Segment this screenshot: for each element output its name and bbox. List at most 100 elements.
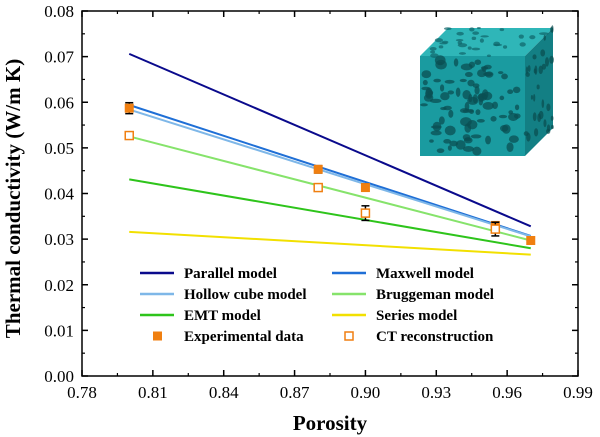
cube-top-pore [439,42,448,45]
cube-pore [447,90,455,95]
data-point-experimental-data [313,164,323,174]
legend-label-ct-reconstruction: CT reconstruction [376,329,494,345]
cube-pore [460,63,473,71]
cube-pore [501,73,508,80]
cube-side-pore [525,72,530,77]
cube-pore [463,137,472,142]
cube-pore [474,86,480,95]
y-tick-label: 0.05 [44,139,74,158]
data-point-experimental-data [124,103,134,113]
series-line-series-model [129,230,531,256]
legend-label-emt-model: EMT model [184,308,261,324]
cube-side-pore [546,124,551,132]
cube-pore [485,135,491,145]
cube-pore [421,70,432,79]
cube-pore [420,103,428,107]
cube-side-pore [546,103,551,112]
cube-pore [492,101,498,109]
legend-label-series-model: Series model [376,308,457,324]
cube-pore [475,109,481,116]
cube-pore [455,140,466,150]
cube-pore [433,78,441,83]
cube-side-pore [536,84,540,90]
cube-pore [476,118,485,123]
cube-pore [459,78,467,83]
cube-side-pore [540,49,546,57]
cube-side-pore [541,99,545,109]
legend-label-experimental-data: Experimental data [184,329,304,345]
x-tick-label: 0.90 [351,383,381,402]
cube-top-pore [493,43,503,47]
cube-pore [443,139,452,144]
x-tick-label: 0.93 [421,383,451,402]
cube-pore [462,109,474,113]
cube-pore [490,116,497,122]
cube-pore [430,130,442,136]
cube-pore [470,134,482,139]
porous-foam-cube-icon [420,25,554,156]
cube-pore [453,58,459,67]
cube-pore [444,79,455,84]
cube-top-pore [502,45,508,49]
cube-top-pore [429,47,437,51]
legend-label-hollow-cube-model: Hollow cube model [184,287,307,303]
series-line-emt-model [129,178,531,250]
cube-top-pore [430,53,439,58]
y-tick-label: 0.06 [44,93,74,112]
legend: Parallel model Maxwell model Hollow cube m… [140,266,494,345]
cube-pore [477,69,487,78]
cube-side-pore [533,94,536,102]
cube-top-pore [480,35,489,38]
cube-top-pore [443,27,452,30]
x-tick-label: 0.99 [563,383,593,402]
cube-pore [447,145,452,151]
x-tick-label: 0.81 [138,383,168,402]
legend-swatch-experimental-data [153,331,162,341]
cube-front-face [420,56,525,156]
y-tick-label: 0.01 [44,321,74,340]
cube-side-pore [532,112,537,122]
cube-side-pore [551,25,554,34]
data-point-ct-reconstruction [124,130,134,141]
cube-top-pore [438,45,444,49]
cube-pore [514,104,520,111]
axis-ticks: 0.78 0.81 0.84 0.87 0.90 0.93 0.96 0.99 0.00 0.01… [44,2,593,402]
cube-pore [498,114,508,119]
cube-pore [507,89,514,95]
cube-side-pore [534,128,539,137]
cube-pore [429,139,434,143]
x-tick-label: 0.96 [492,383,522,402]
x-axis-title: Porosity [293,411,368,435]
cube-side-pore [530,94,534,100]
cube-side-pore [538,110,544,120]
cube-side-pore [541,63,547,70]
cube-pore [512,86,521,94]
cube-top-pore [476,27,481,30]
cube-pore [444,125,456,136]
cube-top-pore [479,38,484,43]
cube-pore [436,148,445,153]
cube-pore [472,83,480,88]
cube-top-pore [519,42,526,47]
cube-side-pore [538,65,543,75]
cube-pore [467,96,479,105]
cube-top-pore [469,27,475,32]
cube-top-pore [467,46,472,50]
x-tick-label: 0.78 [67,383,97,402]
cube-pore [462,146,475,152]
y-tick-label: 0.07 [44,48,74,67]
series-line-maxwell-model [128,104,532,237]
cube-pore [448,109,454,118]
y-tick-label: 0.08 [44,2,74,21]
y-tick-label: 0.00 [44,367,74,386]
cube-top-pore [456,31,464,36]
cube-pore [482,102,494,110]
cube-top-pore [486,54,491,58]
cube-pore [434,55,446,66]
legend-label-maxwell-model: Maxwell model [376,266,474,282]
cube-pore [474,59,482,65]
cube-top-pore [457,40,463,45]
cube-pore [443,105,452,111]
cube-side-pore [527,65,531,73]
